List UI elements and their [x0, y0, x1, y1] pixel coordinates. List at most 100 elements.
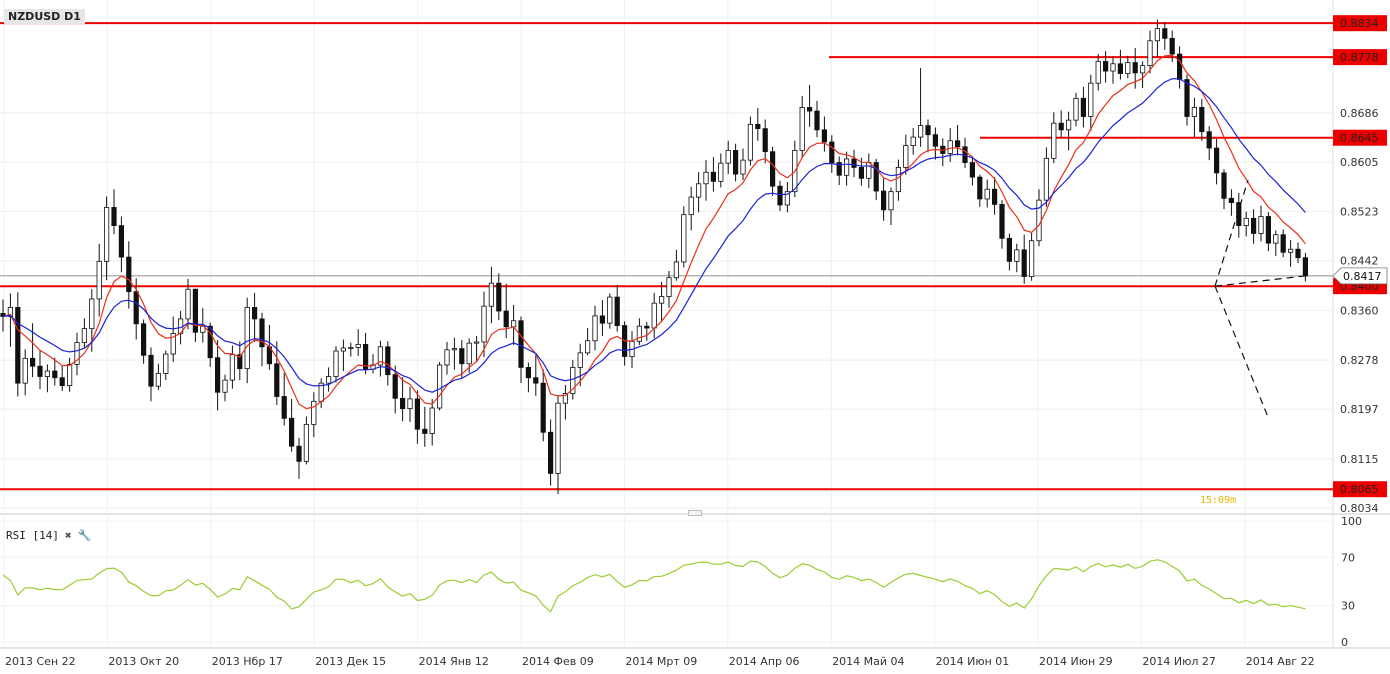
candle-body	[829, 141, 835, 163]
candle-body	[666, 277, 672, 297]
candle-body	[1169, 37, 1175, 55]
candle-body	[244, 307, 250, 370]
time-tick-label: 2014 Июн 29	[1039, 655, 1113, 668]
candle-body	[37, 365, 43, 377]
candle-body	[1095, 60, 1101, 84]
candle-body	[422, 428, 428, 434]
candle-body	[873, 162, 879, 192]
candle-body	[703, 171, 709, 185]
rsi-tick-label: 30	[1341, 600, 1355, 613]
candle-body	[140, 323, 147, 356]
candle-body	[274, 363, 280, 397]
time-tick-label: 2014 Янв 12	[419, 655, 489, 668]
level-price-label: 0.8065	[1340, 483, 1379, 496]
projection-up-line	[1214, 179, 1249, 287]
price-axis: 0.8034 0.8115 0.8197 0.8278 0.8360 0.8442 0.85…	[1332, 15, 1388, 515]
candle-body	[89, 298, 95, 330]
candle-body	[866, 162, 872, 179]
candle-body	[311, 400, 317, 425]
candle-body	[1132, 62, 1138, 74]
candle-body	[503, 310, 509, 328]
level-price-label: 0.8645	[1340, 132, 1379, 145]
candle-body	[688, 196, 694, 216]
level-price-tag	[1333, 481, 1387, 498]
price-tick-label: 0.8605	[1340, 156, 1379, 169]
candle-body	[1125, 62, 1131, 74]
candle-body	[155, 373, 161, 387]
candle-body	[814, 110, 820, 131]
time-tick-label: 2013 Сен 22	[5, 655, 76, 668]
candle-body	[96, 260, 102, 300]
candle-body	[459, 348, 465, 365]
time-tick-label: 2013 Дек 15	[315, 655, 386, 668]
candle-body	[251, 307, 258, 320]
candle-body	[755, 123, 761, 130]
candle-body	[969, 162, 976, 178]
candle-body	[1273, 234, 1279, 244]
moving-averages	[2, 54, 1306, 410]
candle-body	[444, 349, 450, 366]
moving-average-line	[2, 78, 1306, 393]
candle-body	[1265, 216, 1271, 244]
candle-body	[1191, 107, 1197, 117]
candle-body	[1214, 147, 1220, 174]
candle-body	[259, 318, 265, 348]
price-tick-label: 0.8197	[1340, 403, 1379, 416]
candle-body	[932, 134, 939, 147]
candle-body	[1140, 65, 1146, 74]
candle-body	[740, 159, 746, 175]
candle-body	[1177, 53, 1183, 80]
candle-body	[1302, 257, 1308, 277]
candle-body	[562, 393, 569, 404]
candle-body	[296, 445, 302, 462]
candle-body	[851, 158, 857, 168]
candle-timer: 15:09m	[1200, 495, 1237, 506]
candle-body	[525, 367, 532, 379]
candle-body	[385, 346, 391, 376]
close-icon[interactable]: ✖	[64, 529, 72, 542]
time-tick-label: 2014 Апр 06	[729, 655, 800, 668]
candle-body	[1154, 28, 1160, 42]
candle-body	[74, 342, 80, 365]
candle-body	[784, 191, 791, 206]
candle-body	[303, 423, 310, 462]
candle-body	[533, 377, 539, 384]
candle-body	[577, 352, 583, 368]
candle-body	[185, 288, 191, 320]
candle-body	[1162, 28, 1168, 39]
candle-body	[725, 150, 731, 164]
candle-body	[148, 354, 154, 387]
candle-body	[947, 140, 953, 154]
candle-body	[644, 325, 650, 329]
candle-body	[910, 136, 916, 146]
candle-body	[592, 315, 598, 342]
candle-body	[81, 328, 87, 343]
candle-body	[1251, 217, 1257, 234]
main-pane-bg	[0, 0, 1390, 512]
candle-body	[992, 188, 998, 205]
candle-body	[540, 382, 546, 433]
rsi-indicator-header: RSI [14] ✖ 🔧	[6, 529, 91, 542]
candle-body	[348, 347, 354, 349]
rsi-pane: 100 70 30 0	[0, 515, 1362, 649]
time-axis: 2013 Сен 22 2013 Окт 20 2013 Нбр 17 2013 Де…	[5, 655, 1315, 668]
candle-body	[414, 398, 421, 430]
candle-body	[747, 123, 754, 161]
level-price-tag	[1333, 129, 1387, 146]
rsi-tick-label: 70	[1341, 551, 1355, 564]
candle-body	[1021, 249, 1027, 277]
candle-body	[777, 185, 783, 206]
candle-body	[570, 367, 576, 394]
candle-body	[1014, 249, 1020, 262]
candle-body	[999, 203, 1005, 239]
candle-body	[111, 207, 117, 226]
time-tick-label: 2014 Май 04	[832, 655, 904, 668]
candle-body	[407, 398, 413, 410]
candle-body	[733, 150, 739, 175]
candle-body	[170, 333, 176, 355]
candle-body	[1073, 97, 1079, 121]
candle-body	[496, 282, 502, 312]
pane-splitter-handle[interactable]	[688, 510, 702, 516]
wrench-icon[interactable]: 🔧	[77, 529, 92, 542]
